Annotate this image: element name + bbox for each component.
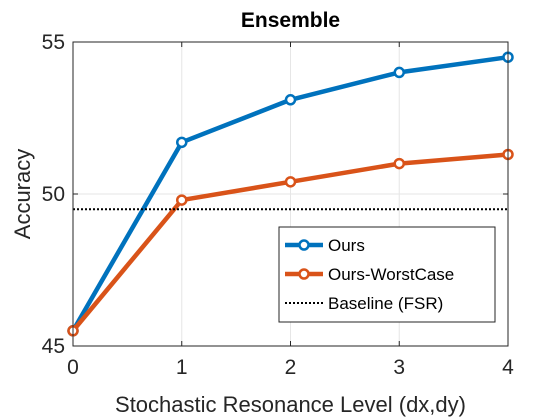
data-point-ours-worstcase — [176, 194, 188, 206]
y-axis-label: Accuracy — [10, 149, 35, 239]
legend-label: Baseline (FSR) — [328, 294, 443, 313]
legend-marker — [298, 268, 310, 280]
legend-label: Ours-WorstCase — [328, 265, 454, 284]
legend-item-baseline-fsr: Baseline (FSR) — [285, 294, 443, 313]
legend: Ours Ours-WorstCase Baseline (FSR) — [278, 226, 496, 323]
legend-marker — [298, 239, 310, 251]
y-tick-label: 50 — [42, 183, 65, 206]
legend-label: Ours — [328, 236, 365, 255]
x-tick-label: 1 — [176, 356, 188, 379]
data-point-ours-worstcase — [393, 157, 405, 170]
plot-area: 0 1 2 3 4 45 50 55 — [42, 31, 515, 379]
legend-item-ours-worstcase: Ours-WorstCase — [285, 265, 454, 284]
x-tick-label: 0 — [67, 356, 79, 379]
legend-item-ours: Ours — [285, 236, 365, 255]
chart-title: Ensemble — [241, 9, 340, 32]
legend-items: Ours Ours-WorstCase Baseline (FSR) — [285, 236, 454, 313]
x-tick-label: 3 — [393, 356, 405, 379]
series-ours-worstcase — [67, 148, 514, 337]
ticks: 0 1 2 3 4 45 50 55 — [42, 31, 515, 379]
x-tick-label: 2 — [285, 356, 297, 379]
x-axis-label: Stochastic Resonance Level (dx,dy) — [115, 392, 466, 417]
x-tick-label: 4 — [502, 356, 514, 379]
data-point-ours — [393, 66, 405, 79]
data-point-ours-worstcase — [284, 176, 297, 188]
y-tick-label: 55 — [42, 31, 65, 54]
data-point-ours — [176, 136, 188, 149]
y-tick-label: 45 — [42, 335, 65, 358]
data-point-ours — [284, 94, 297, 106]
